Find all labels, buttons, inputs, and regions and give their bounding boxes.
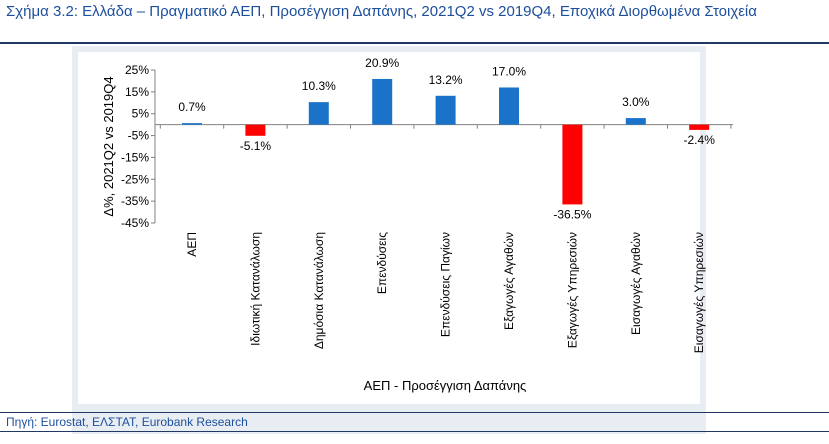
data-label: 20.9%: [365, 56, 399, 70]
y-tick-label: 15%: [125, 85, 149, 99]
data-label: 0.7%: [178, 100, 206, 114]
bar: [625, 118, 646, 125]
data-label: 10.3%: [302, 79, 336, 93]
data-label: 3.0%: [622, 95, 650, 109]
source-divider: [0, 412, 829, 413]
data-label: -2.4%: [684, 133, 716, 147]
x-axis-tick-labels: ΑΕΠ Ιδιωτική Κατανάλωση Δημόσια Κατανάλωση…: [185, 232, 706, 353]
data-label: -36.5%: [553, 207, 591, 221]
chart-title: Σχήμα 3.2: Ελλάδα – Πραγματικό ΑΕΠ, Προσ…: [6, 3, 757, 20]
y-axis-title: Δ%, 2021Q2 vs 2019Q4: [101, 76, 116, 216]
data-label: 17.0%: [492, 64, 526, 78]
y-tick-label: -35%: [121, 194, 149, 208]
y-tick-label: 5%: [132, 107, 150, 121]
x-tick-label: Εισαγωγές Υπηρεσιών: [692, 232, 706, 353]
y-axis-ticks: 25% 15% 5% -5% -15% -25% -35% -45%: [121, 63, 732, 230]
y-tick-label: -45%: [121, 216, 149, 230]
bars: [182, 78, 710, 205]
x-axis-title: ΑΕΠ - Προσέγγιση Δαπάνης: [364, 378, 527, 393]
bar: [499, 87, 519, 125]
title-divider: [0, 42, 829, 44]
bar: [689, 124, 710, 130]
data-label: 13.2%: [429, 73, 463, 87]
x-tick-label: Επενδύσεις: [375, 232, 389, 294]
bar: [245, 124, 266, 136]
y-tick-label: 25%: [125, 63, 149, 77]
data-labels: 0.7% -5.1% 10.3% 20.9% 13.2% 17.0% -36.5% 3.0% -…: [178, 56, 715, 221]
bar: [182, 123, 202, 125]
x-tick-label: Επενδύσεις Παγίων: [439, 232, 453, 337]
x-tick-label: ΑΕΠ: [185, 232, 199, 257]
x-tick-label: Εισαγωγές Αγαθών: [629, 232, 643, 335]
bar: [308, 102, 329, 125]
x-tick-label: Ιδιωτική Κατανάλωση: [248, 232, 262, 346]
bottom-divider: [0, 431, 829, 432]
x-tick-label: Δημόσια Κατανάλωση: [312, 232, 326, 349]
x-tick-label: Εξαγωγές Αγαθών: [502, 232, 516, 330]
y-tick-label: -25%: [121, 172, 149, 186]
y-tick-label: -5%: [128, 129, 150, 143]
y-tick-label: -15%: [121, 150, 149, 164]
bar: [562, 124, 583, 205]
bar: [435, 95, 456, 125]
bar: [372, 78, 393, 125]
data-label: -5.1%: [240, 139, 272, 153]
source-note: Πηγή: Eurostat, ΕΛΣΤΑΤ, Eurobank Researc…: [6, 415, 248, 429]
x-tick-label: Εξαγωγές Υπηρεσιών: [565, 232, 579, 348]
